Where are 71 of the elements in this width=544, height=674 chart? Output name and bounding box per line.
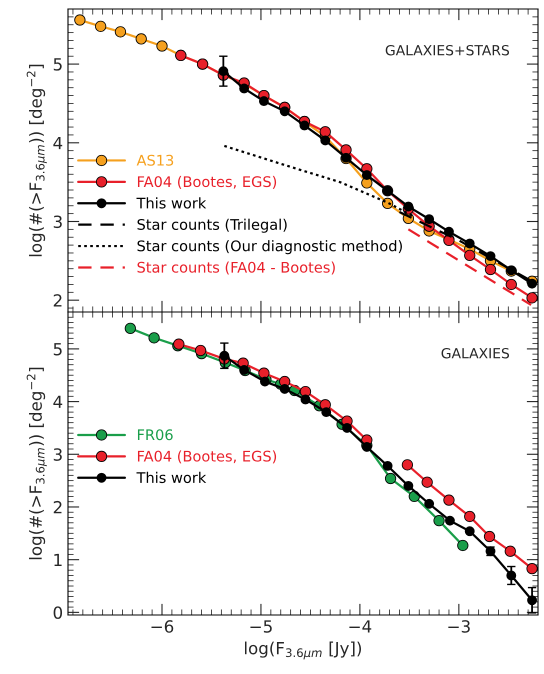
legend-label: Star counts (Trilegal) xyxy=(138,218,287,233)
legend-label: This work xyxy=(136,472,206,484)
point xyxy=(484,530,496,542)
annotation: GALAXIES xyxy=(442,348,510,358)
legend-label: AS13 xyxy=(136,154,174,166)
point xyxy=(527,278,537,289)
y-tick-label: 5 xyxy=(54,343,62,356)
point xyxy=(464,526,475,536)
point xyxy=(504,546,516,557)
point xyxy=(194,344,206,356)
point xyxy=(258,368,270,379)
point xyxy=(300,120,310,130)
x-axis-title: log(F$_{3.6μm}$ [Jy]) xyxy=(244,642,362,660)
legend-label: FR06 xyxy=(138,429,173,440)
y-tick-label: 3 xyxy=(54,448,62,461)
y-tick-label: 1 xyxy=(54,554,62,566)
legend-label: FA04 (Bootes, EGS) xyxy=(138,176,276,189)
point xyxy=(464,510,476,522)
x-tick-label: −6 xyxy=(151,620,174,633)
y-tick-label: 0 xyxy=(54,606,62,619)
point xyxy=(258,96,269,106)
legend-label: FA04 (Bootes, EGS) xyxy=(138,450,276,464)
y-tick-label: 3 xyxy=(54,215,62,228)
point xyxy=(433,515,445,526)
y-axis-title: log(#(>F$_{3.6μm}$)) [deg$^{−2}$] xyxy=(26,368,47,560)
y-axis-title: log(#(>F$_{3.6μm}$)) [deg$^{−2}$] xyxy=(26,64,47,256)
legend-label: This work xyxy=(136,197,206,209)
legend-label: Star counts (Our diagnostic method) xyxy=(138,240,402,254)
point xyxy=(422,476,433,488)
point xyxy=(280,106,290,116)
x-tick-label: −3 xyxy=(448,620,470,633)
point xyxy=(464,250,476,261)
point xyxy=(424,214,434,224)
y-tick-label: 4 xyxy=(53,136,62,150)
point xyxy=(382,460,393,471)
point xyxy=(362,170,372,180)
point xyxy=(506,278,517,290)
point xyxy=(321,407,332,418)
point xyxy=(239,84,250,94)
point xyxy=(443,494,455,506)
point xyxy=(403,202,414,212)
point xyxy=(95,20,106,32)
point xyxy=(114,26,126,38)
point xyxy=(342,422,352,433)
point xyxy=(280,384,290,394)
point xyxy=(526,563,538,574)
point xyxy=(74,14,86,26)
legend-label: Star counts (FA04 - Bootes) xyxy=(138,262,335,274)
point xyxy=(124,322,136,334)
point xyxy=(148,332,160,344)
point xyxy=(384,472,396,484)
point xyxy=(320,126,331,138)
point xyxy=(320,135,330,146)
y-tick-label: 4 xyxy=(53,396,62,408)
point xyxy=(136,33,147,45)
point xyxy=(526,292,538,304)
point xyxy=(457,540,468,552)
point xyxy=(156,40,168,52)
y-tick-label: 2 xyxy=(54,500,62,514)
y-tick-label: 5 xyxy=(54,58,62,71)
y-tick-label: 2 xyxy=(54,294,62,307)
point xyxy=(403,480,414,491)
x-tick-label: −4 xyxy=(349,620,372,633)
point xyxy=(300,394,310,404)
point xyxy=(424,498,434,509)
point xyxy=(402,459,414,470)
x-tick-label: −5 xyxy=(250,620,272,633)
point xyxy=(445,516,455,526)
point xyxy=(260,376,270,386)
point xyxy=(484,264,496,276)
annotation: GALAXIES+STARS xyxy=(386,44,510,56)
